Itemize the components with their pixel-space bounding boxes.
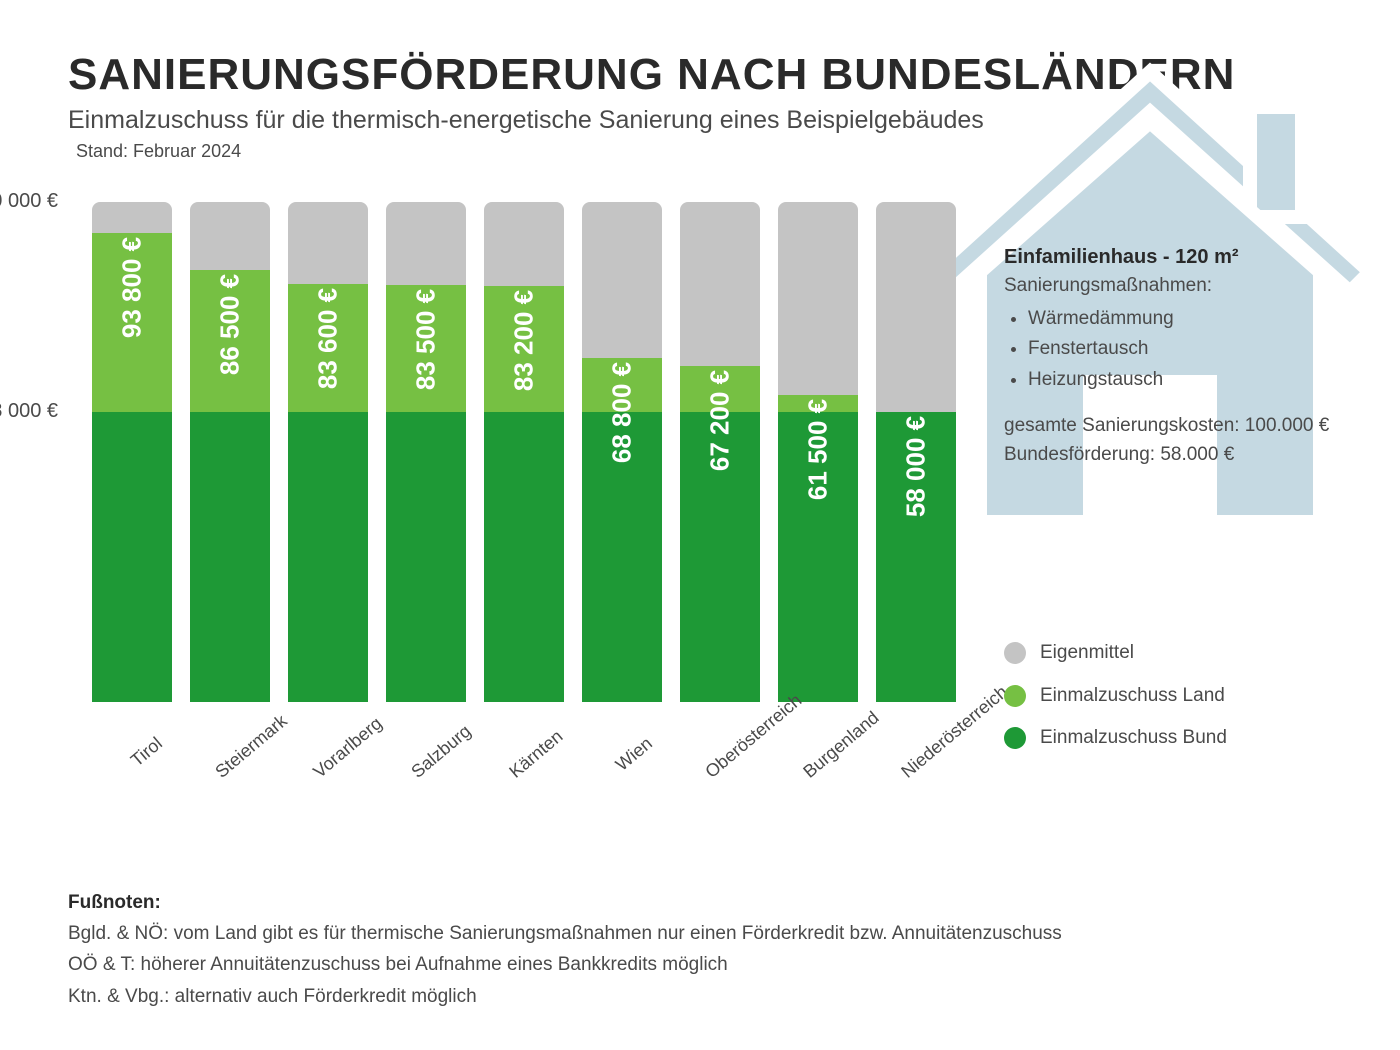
bar-value-label: 83 200 €	[509, 290, 540, 391]
bar-vorarlberg: 83 600 €	[288, 202, 368, 702]
bar-value-label: 61 500 €	[803, 398, 834, 499]
legend-item: Einmalzuschuss Bund	[1004, 724, 1329, 753]
x-label: Vorarlberg	[307, 712, 384, 783]
info-headline: Einfamilienhaus - 120 m²	[1004, 242, 1329, 272]
footnotes: Fußnoten: Bgld. & NÖ: vom Land gibt es f…	[68, 887, 1360, 1012]
bar-oberösterreich: 67 200 €	[680, 202, 760, 702]
x-label: Salzburg	[405, 712, 482, 783]
bar-seg-bund	[386, 412, 466, 702]
y-tick-mid: 58 000 €	[0, 400, 58, 423]
bar-seg-bund	[288, 412, 368, 702]
legend-label: Einmalzuschuss Bund	[1040, 724, 1227, 753]
x-label: Oberösterreich	[699, 712, 776, 783]
info-federal: Bundesförderung: 58.000 €	[1004, 441, 1329, 470]
bar-seg-own	[386, 202, 466, 285]
info-panel: Einfamilienhaus - 120 m² Sanierungsmaßna…	[1004, 202, 1329, 767]
bar-value-label: 83 500 €	[411, 288, 442, 389]
bar-value-label: 68 800 €	[607, 362, 638, 463]
chart: 100 000 € 58 000 € 93 800 €86 500 €83 60…	[68, 202, 974, 767]
info-total: gesamte Sanierungskosten: 100.000 €	[1004, 412, 1329, 441]
bar-seg-bund	[190, 412, 270, 702]
bar-seg-bund	[484, 412, 564, 702]
y-tick-top: 100 000 €	[0, 190, 58, 213]
bar-tirol: 93 800 €	[92, 202, 172, 702]
legend-label: Eigenmittel	[1040, 639, 1134, 668]
bar-value-label: 67 200 €	[705, 370, 736, 471]
x-label: Burgenland	[797, 712, 874, 783]
bar-kärnten: 83 200 €	[484, 202, 564, 702]
legend: Eigenmittel Einmalzuschuss Land Einmalzusc…	[1004, 639, 1329, 753]
bar-seg-own	[582, 202, 662, 358]
bar-value-label: 86 500 €	[215, 273, 246, 374]
footnotes-title: Fußnoten:	[68, 887, 1360, 918]
info-measure-item: Wärmedämmung	[1028, 305, 1329, 334]
x-label: Tirol	[111, 712, 188, 783]
legend-item: Eigenmittel	[1004, 639, 1329, 668]
info-measures-label: Sanierungsmaßnahmen:	[1004, 272, 1329, 301]
bar-seg-bund	[92, 412, 172, 702]
bar-seg-own	[778, 202, 858, 395]
info-measure-item: Fenstertausch	[1028, 335, 1329, 364]
bar-steiermark: 86 500 €	[190, 202, 270, 702]
x-label: Kärnten	[503, 712, 580, 783]
bar-burgenland: 61 500 €	[778, 202, 858, 702]
bar-seg-own	[190, 202, 270, 270]
bar-seg-own	[680, 202, 760, 366]
footnote-line: Bgld. & NÖ: vom Land gibt es für thermis…	[68, 918, 1360, 949]
bar-seg-own	[92, 202, 172, 233]
bar-value-label: 83 600 €	[313, 288, 344, 389]
bar-seg-own	[876, 202, 956, 412]
footnote-line: Ktn. & Vbg.: alternativ auch Förderkredi…	[68, 981, 1360, 1012]
info-measures-list: WärmedämmungFenstertauschHeizungstausch	[1004, 305, 1329, 395]
x-label: Niederösterreich	[895, 712, 972, 783]
bar-value-label: 58 000 €	[901, 416, 932, 517]
bar-wien: 68 800 €	[582, 202, 662, 702]
footnote-line: OÖ & T: höherer Annuitätenzuschuss bei A…	[68, 949, 1360, 980]
legend-swatch	[1004, 685, 1026, 707]
legend-swatch	[1004, 642, 1026, 664]
legend-item: Einmalzuschuss Land	[1004, 682, 1329, 711]
legend-swatch	[1004, 727, 1026, 749]
bar-salzburg: 83 500 €	[386, 202, 466, 702]
x-label: Steiermark	[209, 712, 286, 783]
bar-seg-own	[484, 202, 564, 286]
bar-seg-own	[288, 202, 368, 284]
x-label: Wien	[601, 712, 678, 783]
info-measure-item: Heizungstausch	[1028, 366, 1329, 395]
bar-value-label: 93 800 €	[117, 237, 148, 338]
bar-niederösterreich: 58 000 €	[876, 202, 956, 702]
legend-label: Einmalzuschuss Land	[1040, 682, 1225, 711]
